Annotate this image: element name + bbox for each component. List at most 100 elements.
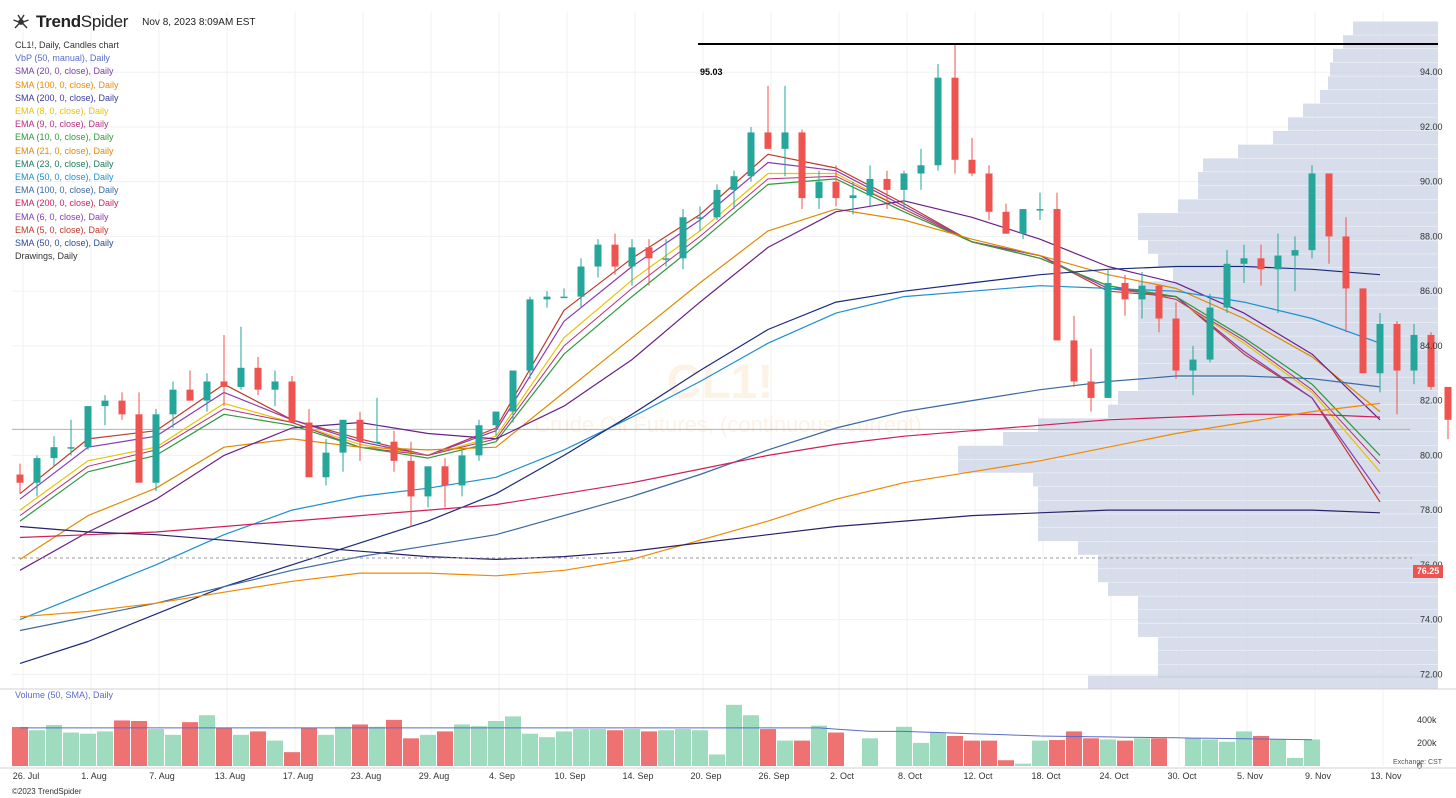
ma-line bbox=[19, 175, 1381, 517]
candle-body bbox=[169, 389, 177, 415]
legend-item[interactable]: EMA (6, 0, close), Daily bbox=[15, 211, 109, 222]
volume-bar bbox=[1134, 738, 1150, 766]
vbp-bar bbox=[1333, 48, 1438, 63]
candle-body bbox=[373, 441, 381, 444]
candle-body bbox=[900, 173, 908, 190]
volume-bar bbox=[1287, 757, 1303, 766]
legend-item[interactable]: SMA (20, 0, close), Daily bbox=[15, 66, 114, 77]
candle-body bbox=[1138, 285, 1146, 300]
candle-body bbox=[1257, 258, 1265, 270]
legend-item[interactable]: EMA (10, 0, close), Daily bbox=[15, 132, 114, 143]
candle-body bbox=[424, 466, 432, 497]
volume-bar bbox=[930, 732, 946, 766]
vbp-bar bbox=[1038, 486, 1438, 501]
volume-bar bbox=[947, 736, 963, 766]
legend-item[interactable]: EMA (50, 0, close), Daily bbox=[15, 172, 114, 183]
x-tick-label: 29. Aug bbox=[419, 771, 450, 781]
candle-body bbox=[1427, 334, 1435, 387]
legend-item[interactable]: EMA (9, 0, close), Daily bbox=[15, 119, 109, 130]
candle-body bbox=[509, 370, 517, 412]
candle-body bbox=[186, 389, 194, 401]
volume-bar bbox=[658, 730, 674, 766]
legend-item[interactable]: EMA (200, 0, close), Daily bbox=[15, 198, 119, 209]
volume-tick-label: 200k bbox=[1417, 738, 1437, 748]
resistance-level-label: 95.03 bbox=[700, 67, 723, 77]
volume-bar bbox=[63, 732, 79, 766]
volume-bar bbox=[964, 740, 980, 766]
vbp-bar bbox=[1138, 623, 1438, 637]
vbp-bar bbox=[958, 445, 1438, 460]
candle-body bbox=[305, 422, 313, 478]
candle-body bbox=[1104, 282, 1112, 398]
candle-body bbox=[1291, 250, 1299, 256]
y-tick-label: 82.00 bbox=[1420, 396, 1443, 406]
legend-item[interactable]: EMA (8, 0, close), Daily bbox=[15, 106, 109, 117]
vbp-bar bbox=[1173, 267, 1438, 282]
volume-bar bbox=[454, 724, 470, 766]
volume-bar bbox=[1270, 739, 1286, 766]
volume-bar bbox=[131, 721, 147, 766]
volume-bar bbox=[233, 734, 249, 766]
candle-body bbox=[1019, 209, 1027, 234]
candle-body bbox=[152, 414, 160, 483]
volume-bar bbox=[182, 722, 198, 766]
candle-body bbox=[1121, 282, 1129, 300]
volume-bar bbox=[1253, 736, 1269, 766]
legend-item[interactable]: CL1!, Daily, Candles chart bbox=[15, 40, 119, 50]
candle-body bbox=[339, 419, 347, 453]
brand-name: TrendSpider bbox=[36, 12, 128, 32]
vbp-bar bbox=[1198, 172, 1438, 186]
x-tick-label: 1. Aug bbox=[81, 771, 107, 781]
vbp-bar bbox=[1343, 35, 1438, 49]
legend-item[interactable]: VbP (50, manual), Daily bbox=[15, 53, 110, 64]
candle-body bbox=[917, 165, 925, 174]
vbp-bar bbox=[1288, 117, 1438, 131]
candle-body bbox=[1376, 324, 1384, 374]
legend-item[interactable]: SMA (50, 0, close), Daily bbox=[15, 238, 114, 249]
x-tick-label: 30. Oct bbox=[1167, 771, 1197, 781]
candle-body bbox=[1410, 334, 1418, 371]
candle-body bbox=[475, 425, 483, 456]
ma-line bbox=[19, 402, 1381, 618]
candle-body bbox=[220, 381, 228, 387]
vbp-bar bbox=[1098, 555, 1438, 569]
vbp-bar bbox=[1138, 349, 1438, 364]
legend-item[interactable]: EMA (5, 0, close), Daily bbox=[15, 224, 109, 235]
vbp-bar bbox=[1038, 500, 1438, 514]
vbp-bar bbox=[1138, 609, 1438, 624]
candle-body bbox=[1206, 307, 1214, 360]
ma-line bbox=[19, 178, 1381, 522]
candle-body bbox=[1223, 263, 1231, 308]
volume-bar bbox=[420, 734, 436, 766]
ma-line bbox=[19, 285, 1381, 621]
legend-item[interactable]: SMA (200, 0, close), Daily bbox=[15, 92, 119, 103]
candle-body bbox=[1444, 386, 1452, 420]
x-tick-label: 23. Aug bbox=[351, 771, 382, 781]
legend-item[interactable]: EMA (23, 0, close), Daily bbox=[15, 158, 114, 169]
volume-bar bbox=[862, 738, 878, 766]
vbp-bar bbox=[958, 459, 1438, 473]
legend-item[interactable]: EMA (100, 0, close), Daily bbox=[15, 185, 119, 196]
candle-body bbox=[288, 381, 296, 423]
candle-body bbox=[50, 447, 58, 459]
vbp-bar bbox=[1158, 650, 1438, 665]
legend-item[interactable]: EMA (21, 0, close), Daily bbox=[15, 145, 114, 156]
x-tick-label: 20. Sep bbox=[690, 771, 721, 781]
ma-line bbox=[19, 265, 1381, 664]
candle-body bbox=[611, 244, 619, 267]
volume-bar bbox=[97, 731, 113, 766]
volume-tick-label: 0 bbox=[1417, 761, 1422, 771]
vbp-bar bbox=[1088, 675, 1438, 689]
vbp-bar bbox=[1003, 432, 1438, 446]
candle-body bbox=[1070, 340, 1078, 382]
vbp-bar bbox=[1138, 213, 1438, 227]
legend-item[interactable]: Drawings, Daily bbox=[15, 251, 78, 262]
candle-body bbox=[1155, 285, 1163, 319]
legend-item[interactable]: SMA (100, 0, close), Daily bbox=[15, 79, 119, 90]
candle-body bbox=[764, 132, 772, 149]
candle-body bbox=[866, 178, 874, 196]
x-tick-label: 7. Aug bbox=[149, 771, 175, 781]
volume-bar bbox=[1185, 738, 1201, 766]
volume-bar bbox=[777, 740, 793, 766]
